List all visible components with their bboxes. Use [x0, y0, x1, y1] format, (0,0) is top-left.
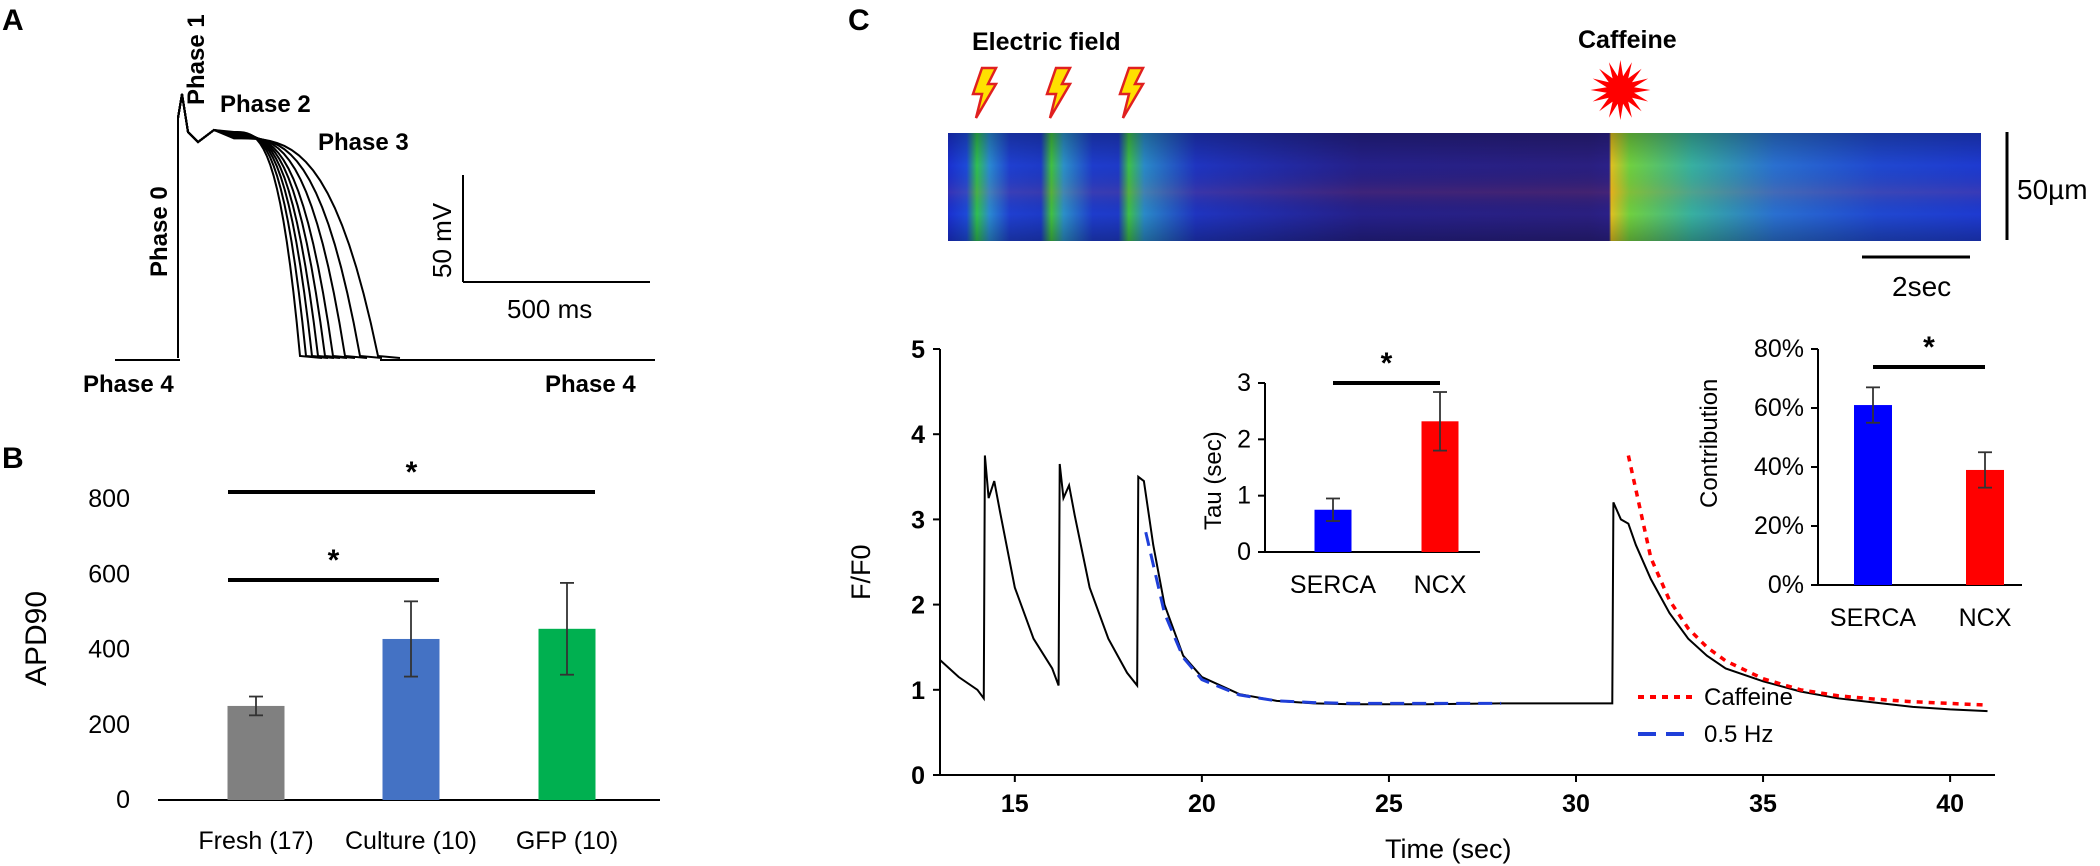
- y-tick-label: 80%: [1754, 335, 1804, 363]
- linescan-image-shading: [948, 133, 1981, 241]
- y-tick-label: 5: [911, 336, 925, 364]
- tau-bar-chart: Tau (sec) 0 1 2 3 SERCA NCX *: [1200, 347, 1480, 599]
- y-tick-label: 4: [911, 421, 925, 449]
- x-tick-label: 15: [1001, 790, 1029, 818]
- category-label: SERCA: [1290, 571, 1376, 599]
- category-label: Fresh (17): [198, 827, 313, 855]
- x-tick-label: 20: [1188, 790, 1216, 818]
- category-label: NCX: [1959, 604, 2012, 632]
- ap-trace: [177, 93, 401, 359]
- time-scale-label: 500 ms: [507, 294, 592, 324]
- significance-star: *: [1381, 347, 1393, 380]
- x-tick-label: 30: [1562, 790, 1590, 818]
- electric-field-label: Electric field: [972, 28, 1121, 56]
- phase4-left-label: Phase 4: [83, 371, 174, 398]
- y-tick-label: 0: [116, 786, 130, 814]
- x-tick-label: 25: [1375, 790, 1403, 818]
- y-tick-label: 3: [911, 506, 925, 534]
- y-tick-label: 0%: [1768, 571, 1804, 599]
- bar-serca: [1854, 405, 1892, 585]
- y-tick-label: 0: [911, 762, 925, 790]
- contribution-bar-chart: Contribution 0% 20% 40% 60% 80% SERCA NCX *: [1696, 331, 2022, 632]
- y-tick-label: 2: [911, 592, 925, 620]
- ff0-y-label: F/F0: [846, 544, 876, 600]
- starburst-icon: [1590, 60, 1651, 120]
- panel-label-c: C: [848, 4, 870, 37]
- panel-label-b: B: [2, 442, 24, 475]
- significance-star: *: [406, 456, 418, 489]
- ap-trace: [177, 93, 323, 359]
- ff0-legend: Caffeine 0.5 Hz: [1638, 684, 1793, 748]
- x-tick-label: 40: [1936, 790, 1964, 818]
- lightning-bolt-icon: [1118, 66, 1146, 119]
- panel-label-a: A: [2, 4, 24, 37]
- bar-fresh: [227, 705, 285, 800]
- x-tick-label: 35: [1749, 790, 1777, 818]
- lightning-bolt-icon: [1045, 66, 1073, 119]
- kymograph-panel: 50µm 2sec Electric field Caffeine: [948, 26, 2088, 302]
- ap-trace: [177, 93, 341, 359]
- action-potential-panel: 50 mV 500 ms Phase 1 Phase 2 Phase 3 Pha…: [83, 14, 655, 398]
- phase3-label: Phase 3: [318, 129, 409, 156]
- tau-y-label: Tau (sec): [1200, 431, 1227, 530]
- category-label: SERCA: [1830, 604, 1916, 632]
- ff0-x-label: Time (sec): [1385, 834, 1512, 864]
- y-tick-label: 200: [88, 711, 130, 739]
- bar-ncx: [1966, 469, 2004, 585]
- y-tick-label: 800: [88, 485, 130, 513]
- legend-caffeine-label: Caffeine: [1704, 684, 1793, 711]
- category-label: NCX: [1414, 571, 1467, 599]
- apd90-bar-chart: APD90 0 200 400 600 800 Fresh (17) Culture (1…: [20, 456, 660, 855]
- contribution-y-label: Contribution: [1696, 379, 1723, 508]
- ap-trace: [177, 93, 329, 359]
- series-trace: [939, 455, 1988, 713]
- phase1-label: Phase 1: [183, 14, 210, 105]
- time-scale-label-c: 2sec: [1892, 271, 1951, 302]
- y-tick-label: 3: [1237, 369, 1251, 397]
- y-tick-label: 1: [1237, 482, 1251, 510]
- y-tick-label: 0: [1237, 538, 1251, 566]
- ap-trace: [177, 93, 335, 359]
- y-tick-label: 60%: [1754, 394, 1804, 422]
- y-tick-label: 400: [88, 636, 130, 664]
- phase2-label: Phase 2: [220, 91, 311, 118]
- caffeine-label: Caffeine: [1578, 26, 1677, 54]
- y-tick-label: 600: [88, 560, 130, 588]
- category-label: Culture (10): [345, 827, 477, 855]
- legend-05hz-label: 0.5 Hz: [1704, 721, 1773, 748]
- ap-traces: [177, 93, 401, 359]
- series-0-5-hz: [1144, 531, 1502, 705]
- phase4-right-label: Phase 4: [545, 371, 636, 398]
- lightning-bolt-icon: [971, 66, 999, 119]
- voltage-scale-label: 50 mV: [427, 202, 457, 278]
- y-tick-label: 1: [911, 677, 925, 705]
- category-label: GFP (10): [516, 827, 618, 855]
- y-tick-label: 20%: [1754, 512, 1804, 540]
- significance-star: *: [1923, 331, 1935, 364]
- series-caffeine: [1626, 455, 1988, 707]
- significance-star: *: [328, 544, 340, 577]
- phase0-label: Phase 0: [146, 186, 173, 277]
- y-tick-label: 2: [1237, 425, 1251, 453]
- apd90-y-label: APD90: [20, 591, 53, 686]
- y-tick-label: 40%: [1754, 453, 1804, 481]
- space-scale-label: 50µm: [2017, 174, 2088, 205]
